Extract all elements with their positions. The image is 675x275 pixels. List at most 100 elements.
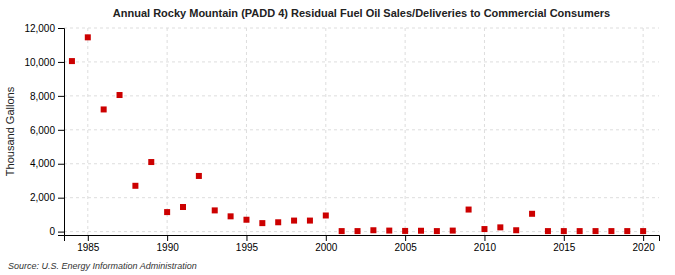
- point: [148, 159, 154, 165]
- tick: 2010: [474, 235, 497, 253]
- tick-label: 0: [49, 226, 55, 237]
- grid-line: [64, 231, 659, 232]
- tick: 4,000: [30, 158, 64, 169]
- point: [69, 58, 75, 64]
- point: [323, 212, 329, 218]
- tick: 2015: [553, 235, 576, 253]
- grid-line: [563, 28, 564, 235]
- tick: 6,000: [30, 125, 64, 136]
- tick: 10,000: [24, 57, 64, 68]
- point: [450, 228, 456, 234]
- tick-label: 2010: [474, 242, 497, 253]
- grid-line: [64, 95, 659, 96]
- tick-mark: [405, 235, 406, 241]
- grid-line: [405, 28, 406, 235]
- tick: 1995: [236, 235, 259, 253]
- tick-mark: [58, 62, 64, 63]
- axis-line: [58, 29, 65, 236]
- point: [608, 228, 614, 234]
- x-axis: 1985 1990 1995 2000 2005 2010 2015 2020: [65, 235, 660, 253]
- point: [370, 227, 376, 233]
- point: [466, 207, 472, 213]
- tick: 2020: [633, 235, 656, 253]
- point: [85, 34, 91, 40]
- point: [275, 219, 281, 225]
- point: [545, 228, 551, 234]
- tick: 2000: [315, 235, 338, 253]
- tick: 2005: [395, 235, 418, 253]
- grid-line: [246, 28, 247, 235]
- tick-label: 8,000: [30, 91, 55, 102]
- grid: [64, 28, 659, 235]
- tick-label: 1990: [157, 242, 180, 253]
- points: [69, 34, 646, 234]
- point: [386, 228, 392, 234]
- tick-label: 6,000: [30, 125, 55, 136]
- point: [593, 228, 599, 234]
- tick-mark: [326, 235, 327, 241]
- point: [561, 228, 567, 234]
- point: [259, 220, 265, 226]
- tick-mark: [58, 96, 64, 97]
- point: [164, 209, 170, 215]
- point: [418, 228, 424, 234]
- grid-line: [167, 28, 168, 235]
- point: [132, 183, 138, 189]
- tick-label: 4,000: [30, 158, 55, 169]
- point: [307, 218, 313, 224]
- tick-label: 12,000: [24, 23, 55, 34]
- tick: 8,000: [30, 91, 64, 102]
- tick-label: 2005: [395, 242, 418, 253]
- tick: 1985: [77, 235, 100, 253]
- tick-mark: [246, 235, 247, 241]
- grid-line: [325, 28, 326, 235]
- tick-mark: [167, 235, 168, 241]
- point: [243, 217, 249, 223]
- tick-mark: [643, 235, 644, 241]
- tick-mark: [484, 235, 485, 241]
- point: [228, 213, 234, 219]
- point: [402, 228, 408, 234]
- point: [497, 224, 503, 230]
- tick: 1990: [157, 235, 180, 253]
- point: [434, 228, 440, 234]
- grid-line: [64, 28, 659, 29]
- tick-label: 2020: [633, 242, 656, 253]
- axis-line: [65, 236, 660, 242]
- tick-mark: [564, 235, 565, 241]
- grid-line: [64, 61, 659, 62]
- tick-label: 2000: [315, 242, 338, 253]
- tick-label: 2015: [553, 242, 576, 253]
- tick-label: 1995: [236, 242, 259, 253]
- y-axis-title: Thousand Gallons: [4, 86, 16, 176]
- grid-line: [643, 28, 644, 235]
- point: [101, 106, 107, 112]
- title: Annual Rocky Mountain (PADD 4) Residual …: [113, 7, 610, 19]
- tick-mark: [88, 235, 89, 241]
- point: [339, 228, 345, 234]
- point: [481, 226, 487, 232]
- grid-line: [64, 129, 659, 130]
- tick: 2,000: [30, 192, 64, 203]
- y-axis: 0 2,000 4,000 6,000 8,000 10,000 12,000: [24, 23, 64, 238]
- point: [577, 228, 583, 234]
- grid-line: [64, 197, 659, 198]
- point: [212, 207, 218, 213]
- point: [640, 228, 646, 234]
- point: [291, 218, 297, 224]
- point: [117, 92, 123, 98]
- point: [355, 228, 361, 234]
- tick: 0: [49, 226, 64, 237]
- chart: 1985 1990 1995 2000 2005 2010 2015 2020 0 2,000 4,…: [0, 0, 675, 275]
- tick-mark: [58, 28, 64, 29]
- grid-line: [87, 28, 88, 235]
- tick-label: 10,000: [24, 57, 55, 68]
- point: [513, 227, 519, 233]
- tick-mark: [58, 232, 64, 233]
- point: [180, 204, 186, 210]
- tick: 12,000: [24, 23, 64, 34]
- grid-line: [484, 28, 485, 235]
- plot: 1985 1990 1995 2000 2005 2010 2015 2020 0 2,000 4,…: [24, 23, 659, 253]
- tick-label: 1985: [77, 242, 100, 253]
- tick-mark: [58, 164, 64, 165]
